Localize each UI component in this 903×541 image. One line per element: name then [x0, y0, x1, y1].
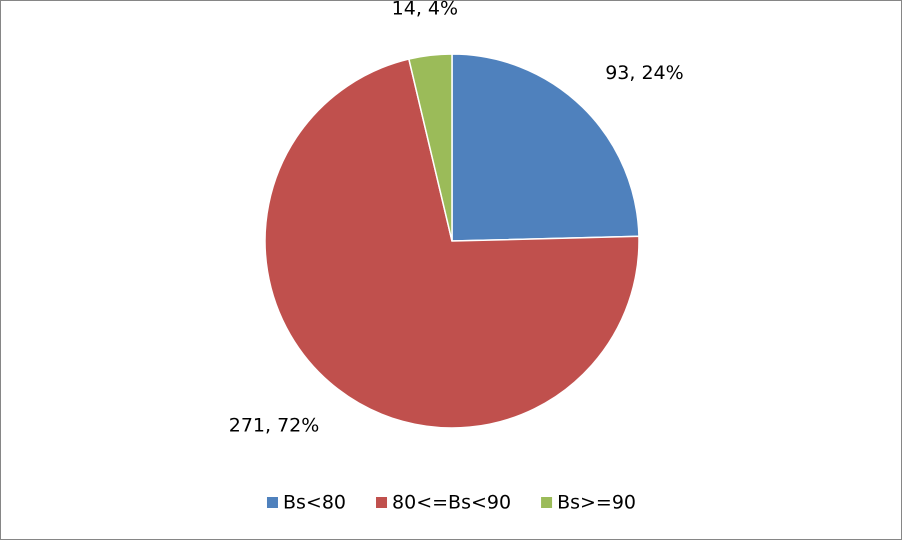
- pie-slice: [264, 58, 640, 429]
- data-label: 93, 24%: [605, 62, 684, 84]
- legend-label: Bs<80: [283, 492, 346, 514]
- legend-swatch: [266, 497, 278, 508]
- legend-label: 80<=Bs<90: [392, 492, 511, 514]
- data-label: 271, 72%: [229, 415, 320, 437]
- pie-slice: [407, 53, 453, 242]
- data-label: 14, 4%: [392, 0, 458, 19]
- legend-swatch: [376, 497, 388, 508]
- legend-swatch: [541, 497, 553, 508]
- pie-slice: [451, 53, 640, 242]
- legend-label: Bs>=90: [557, 492, 636, 514]
